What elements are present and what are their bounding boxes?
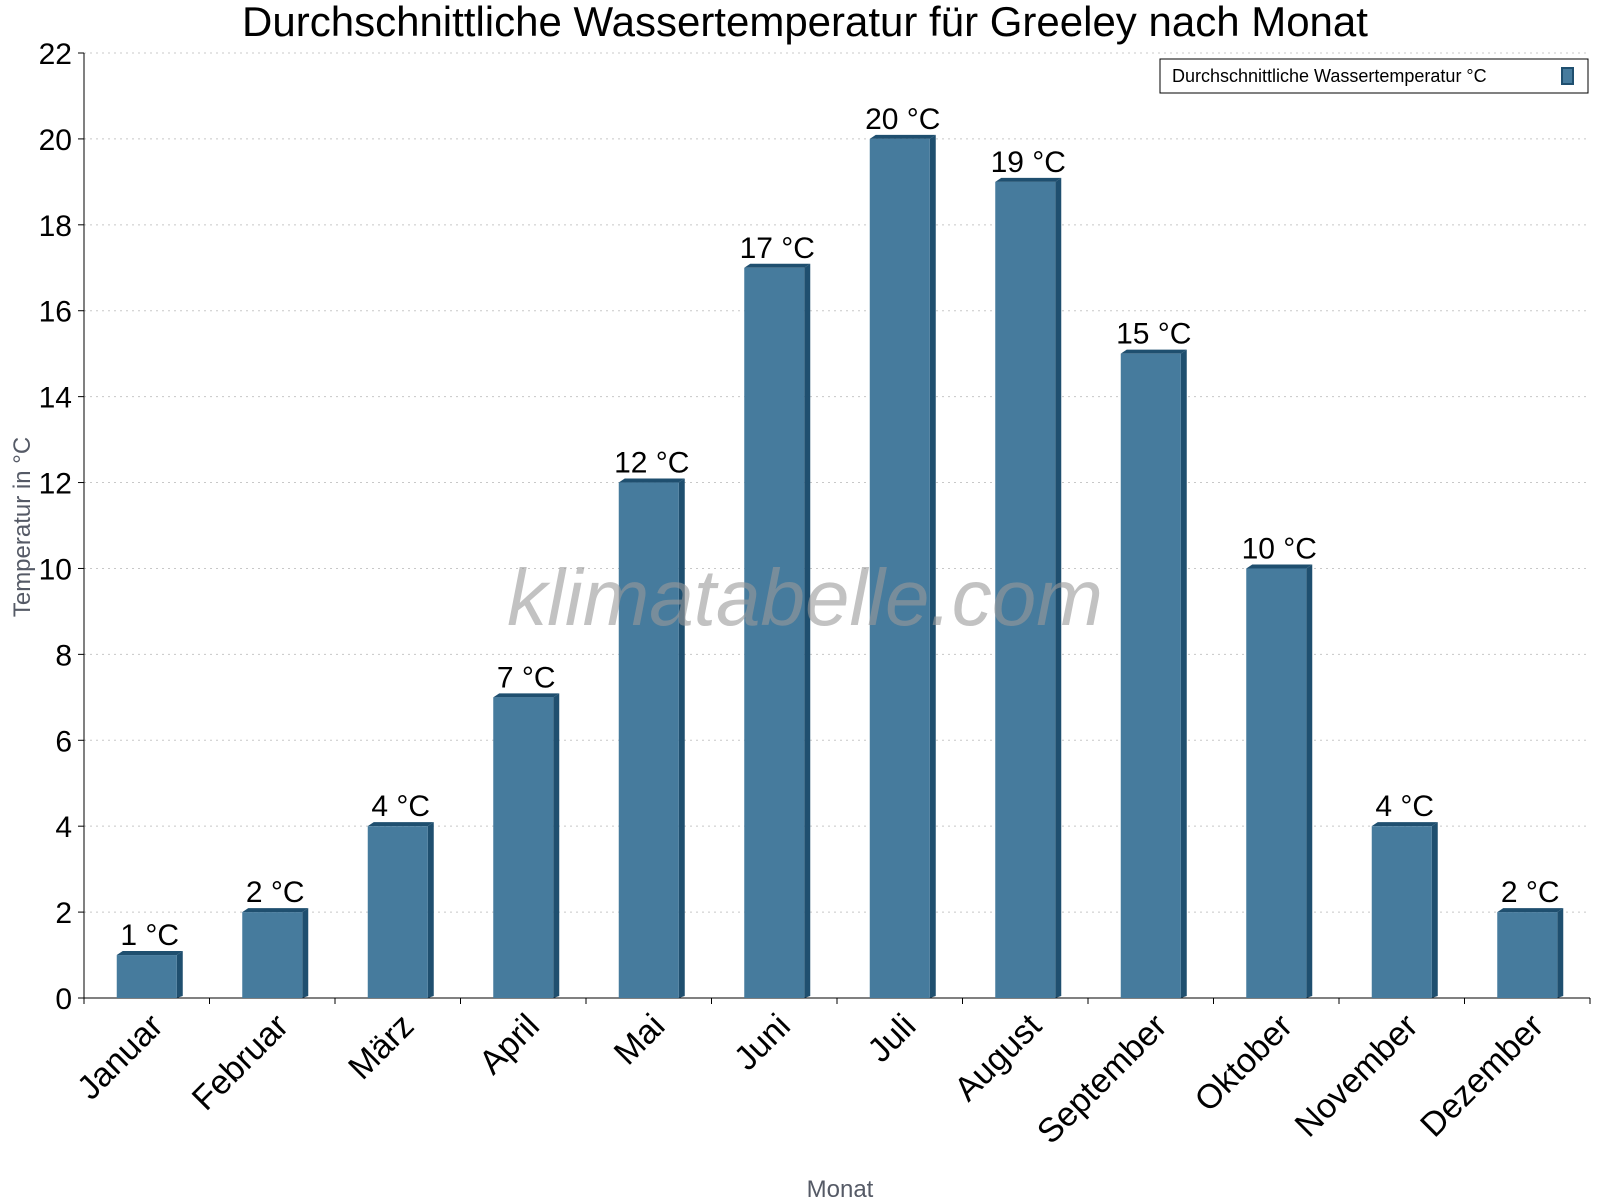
bar-side [1557, 908, 1564, 998]
x-axis: Januar Februar März April Mai Juni Juli AugustS… [70, 997, 1591, 1151]
bar [995, 181, 1056, 998]
x-tick-label: April [472, 1007, 547, 1082]
bar-top [995, 177, 1062, 182]
legend-box [1159, 58, 1589, 94]
bar-side [427, 822, 434, 998]
bar-side [176, 951, 183, 998]
y-axis: 0 2 4 6 8 10 12 14 16 18 20 22 [39, 38, 85, 1016]
bar-side [929, 134, 936, 999]
bar-side [302, 908, 309, 998]
bar [116, 955, 177, 998]
data-label: 10 °C [1242, 532, 1317, 565]
legend-swatch [1561, 67, 1574, 85]
bar-side [1180, 349, 1187, 998]
y-tick-label: 12 [39, 468, 72, 501]
bar [1497, 912, 1558, 998]
y-tick-label: 14 [39, 382, 72, 415]
data-label: 2 °C [246, 876, 305, 909]
bar [1371, 826, 1432, 998]
x-tick-label: Mai [607, 1007, 673, 1073]
data-label: 4 °C [371, 790, 430, 823]
bar-top [744, 263, 811, 268]
x-tick-label: September [1030, 1007, 1174, 1151]
data-label: 19 °C [991, 146, 1066, 179]
chart-title: Durchschnittliche Wassertemperatur für G… [242, 0, 1368, 45]
bar-side [804, 263, 811, 999]
grid-lines [84, 52, 1590, 913]
bar-top [869, 134, 936, 139]
legend-label: Durchschnittliche Wassertemperatur °C [1172, 66, 1487, 86]
x-tick-label: November [1288, 1007, 1426, 1145]
bar-top [493, 693, 560, 698]
y-tick-label: 20 [39, 124, 72, 157]
x-tick-label: Februar [185, 1007, 296, 1118]
bar-side [678, 478, 685, 999]
data-label: 17 °C [740, 232, 815, 265]
bar-side [1055, 177, 1062, 998]
x-axis-title: Monat [807, 1176, 874, 1200]
bar-top [1497, 908, 1564, 913]
y-tick-label: 2 [55, 897, 72, 930]
data-label: 15 °C [1116, 318, 1191, 351]
x-tick-label: Oktober [1188, 1007, 1300, 1119]
data-label: 1 °C [120, 919, 179, 952]
bar-top [116, 951, 183, 956]
bar [493, 697, 554, 998]
y-tick-label: 4 [55, 811, 72, 844]
bar-top [242, 908, 309, 913]
bar [1120, 353, 1181, 998]
legend: Durchschnittliche Wassertemperatur °C [1159, 58, 1589, 94]
bar [367, 826, 428, 998]
bar-top [1120, 349, 1187, 354]
y-tick-label: 0 [55, 983, 72, 1016]
bar-side [553, 693, 560, 998]
watermark: klimatabelle.com [507, 553, 1103, 642]
y-tick-label: 6 [55, 725, 72, 758]
data-label: 20 °C [865, 103, 940, 136]
bar-side [1431, 822, 1438, 998]
data-label: 4 °C [1375, 790, 1434, 823]
x-tick-label: März [341, 1007, 421, 1087]
y-tick-label: 18 [39, 210, 72, 243]
x-tick-label: Juni [727, 1007, 798, 1078]
data-label: 2 °C [1501, 876, 1560, 909]
x-tick-label: Dezember [1413, 1007, 1551, 1145]
data-label: 7 °C [497, 661, 556, 694]
bar [869, 138, 930, 999]
bar-top [1246, 564, 1313, 569]
bar-top [1371, 822, 1438, 827]
bar-top [618, 478, 685, 483]
bar [744, 267, 805, 999]
y-tick-label: 22 [39, 38, 72, 71]
bar [618, 482, 679, 999]
bar [242, 912, 303, 998]
data-label: 12 °C [614, 447, 689, 480]
bar [1246, 568, 1307, 998]
bar-side [1306, 564, 1313, 998]
y-tick-label: 8 [55, 639, 72, 672]
bar-top [367, 822, 434, 827]
x-tick-label: Juli [860, 1007, 923, 1070]
y-axis-title: Temperatur in °C [9, 437, 36, 617]
y-tick-label: 16 [39, 296, 72, 329]
x-tick-label: Januar [70, 1007, 170, 1107]
x-tick-label: August [947, 1006, 1049, 1108]
y-tick-label: 10 [39, 553, 72, 586]
bars: 1 °C 2 °C 4 °C 7 °C 12 °C 17 °C 20 °C 19 °C 15 °… [116, 103, 1564, 999]
